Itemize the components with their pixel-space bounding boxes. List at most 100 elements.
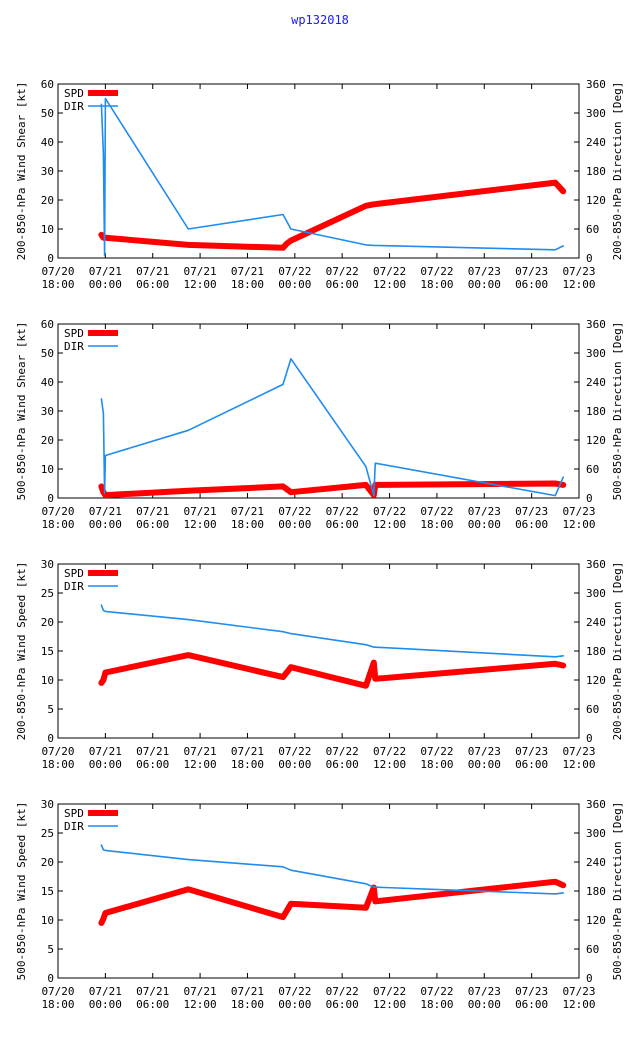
x-tick-time: 12:00 [184,998,217,1011]
y-tick-label: 30 [41,165,54,178]
x-tick-time: 06:00 [326,998,359,1011]
y2-tick-label: 120 [586,434,606,447]
y-tick-label: 30 [41,405,54,418]
y2-tick-label: 60 [586,223,599,236]
x-tick-time: 12:00 [184,518,217,531]
y2-tick-label: 180 [586,165,606,178]
spd-series-line [98,480,567,499]
x-tick-time: 18:00 [231,518,264,531]
x-tick-date: 07/22 [373,265,406,278]
y-tick-label: 20 [41,194,54,207]
x-tick-date: 07/23 [562,985,595,998]
plot-frame [57,803,580,979]
x-tick-time: 18:00 [420,278,453,291]
plot-frame [57,563,580,739]
x-tick-date: 07/20 [41,505,74,518]
x-tick-date: 07/21 [184,745,217,758]
y-tick-label: 15 [41,885,54,898]
x-tick-time: 12:00 [373,758,406,771]
x-tick-time: 06:00 [515,518,548,531]
y2-tick-label: 120 [586,194,606,207]
x-tick-date: 07/23 [515,505,548,518]
x-tick-date: 07/23 [562,745,595,758]
x-tick-time: 00:00 [89,518,122,531]
y2-tick-label: 180 [586,645,606,658]
x-tick-date: 07/21 [184,505,217,518]
y2-tick-label: 180 [586,405,606,418]
x-tick-time: 00:00 [278,278,311,291]
x-tick-time: 18:00 [420,758,453,771]
x-tick-date: 07/21 [136,745,169,758]
y2-tick-label: 120 [586,914,606,927]
legend-dir-label: DIR [64,100,84,113]
y2-tick-label: 300 [586,587,606,600]
y-tick-label: 30 [41,798,54,811]
x-tick-date: 07/21 [89,265,122,278]
y2-axis-label: 200-850-hPa Direction [Deg] [611,82,624,261]
y2-tick-label: 360 [586,798,606,811]
x-tick-time: 06:00 [515,278,548,291]
page-title: wp132018 [291,13,349,27]
x-tick-time: 12:00 [184,278,217,291]
plot-frame [57,83,580,259]
y2-tick-label: 0 [586,972,593,985]
x-tick-date: 07/21 [136,505,169,518]
legend-dir-label: DIR [64,580,84,593]
y-tick-label: 40 [41,136,54,149]
y2-axis-label: 500-850-hPa Direction [Deg] [611,322,624,501]
x-tick-date: 07/22 [420,745,453,758]
legend-spd-label: SPD [64,87,84,100]
y-tick-label: 10 [41,223,54,236]
x-tick-time: 06:00 [136,998,169,1011]
y2-tick-label: 300 [586,827,606,840]
x-tick-time: 00:00 [468,278,501,291]
x-tick-time: 06:00 [515,998,548,1011]
x-tick-time: 00:00 [278,758,311,771]
x-tick-date: 07/22 [373,985,406,998]
x-tick-time: 00:00 [468,518,501,531]
x-tick-time: 06:00 [136,758,169,771]
y2-axis-label: 500-850-hPa Direction [Deg] [611,802,624,981]
x-tick-time: 12:00 [562,998,595,1011]
dir-series-line [100,357,565,497]
x-tick-date: 07/23 [562,505,595,518]
y-axis-label: 200-850-hPa Wind Shear [kt] [15,82,28,261]
y-axis-label: 500-850-hPa Wind Speed [kt] [15,802,28,981]
x-tick-time: 00:00 [89,278,122,291]
x-tick-date: 07/21 [184,265,217,278]
x-tick-date: 07/21 [89,985,122,998]
y2-tick-label: 60 [586,703,599,716]
x-tick-date: 07/22 [420,505,453,518]
x-tick-date: 07/22 [326,505,359,518]
y-tick-label: 60 [41,78,54,91]
y2-tick-label: 60 [586,943,599,956]
x-tick-time: 00:00 [278,518,311,531]
x-tick-date: 07/21 [231,265,264,278]
spd-series-line [98,878,567,926]
x-tick-time: 18:00 [41,278,74,291]
x-tick-date: 07/22 [326,985,359,998]
x-tick-date: 07/23 [515,745,548,758]
dir-series-line [100,604,565,658]
x-tick-date: 07/22 [326,745,359,758]
x-tick-time: 18:00 [231,278,264,291]
x-tick-time: 06:00 [326,758,359,771]
x-tick-date: 07/23 [562,265,595,278]
legend-dir-label: DIR [64,820,84,833]
y2-tick-label: 360 [586,78,606,91]
x-tick-time: 06:00 [326,518,359,531]
x-tick-time: 12:00 [562,518,595,531]
y-tick-label: 10 [41,914,54,927]
x-tick-time: 18:00 [420,998,453,1011]
x-tick-time: 12:00 [373,518,406,531]
x-tick-time: 18:00 [41,518,74,531]
y-tick-label: 0 [47,732,54,745]
legend-spd-label: SPD [64,807,84,820]
x-tick-date: 07/22 [420,265,453,278]
x-tick-time: 18:00 [231,998,264,1011]
y-axis-label: 200-850-hPa Wind Speed [kt] [15,562,28,741]
y2-tick-label: 300 [586,347,606,360]
x-tick-time: 12:00 [562,758,595,771]
y2-tick-label: 360 [586,558,606,571]
